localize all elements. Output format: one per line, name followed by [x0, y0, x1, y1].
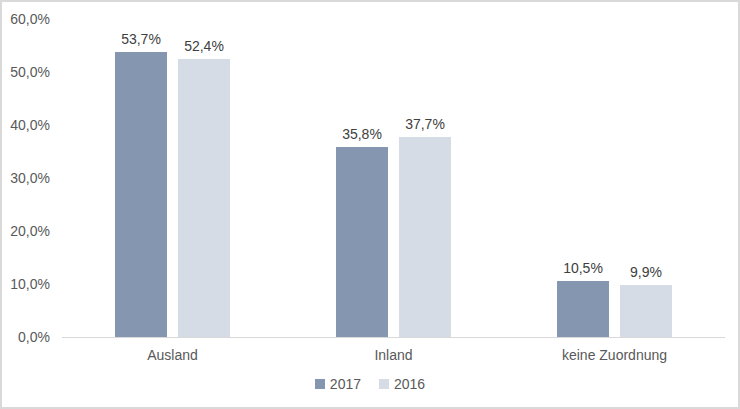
bar-value-label: 9,9%: [611, 264, 681, 281]
legend-swatch-icon: [379, 379, 389, 389]
y-axis-tick-label: 50,0%: [8, 64, 50, 80]
legend-label: 2017: [330, 376, 361, 392]
y-axis-tick-label: 40,0%: [8, 117, 50, 133]
y-axis-tick-label: 60,0%: [8, 11, 50, 27]
x-axis-category-label: Inland: [283, 347, 504, 363]
legend-swatch-icon: [315, 379, 325, 389]
bar-value-label: 37,7%: [390, 116, 460, 133]
bar-2016: [399, 137, 451, 337]
bar-2017: [557, 281, 609, 337]
x-axis-line: [62, 337, 725, 338]
bar-value-label: 10,5%: [548, 260, 618, 277]
bar-chart-frame: 2017 2016 0,0% 10,0% 20,0% 30,0% 40,0% 50,0% 60…: [0, 0, 740, 409]
bar-value-label: 52,4%: [169, 38, 239, 55]
y-axis-tick-label: 0,0%: [8, 329, 50, 345]
chart-legend: 2017 2016: [2, 376, 738, 392]
bar-2016: [178, 59, 230, 337]
bar-value-label: 53,7%: [106, 31, 176, 48]
bar-2016: [620, 285, 672, 337]
legend-item-2016: 2016: [379, 376, 425, 392]
legend-label: 2016: [394, 376, 425, 392]
y-axis-tick-label: 30,0%: [8, 170, 50, 186]
bar-2017: [336, 147, 388, 337]
y-axis-tick-label: 10,0%: [8, 276, 50, 292]
bar-2017: [115, 52, 167, 337]
x-axis-category-label: keine Zuordnung: [504, 347, 725, 363]
x-axis-category-label: Ausland: [62, 347, 283, 363]
bar-value-label: 35,8%: [327, 126, 397, 143]
legend-item-2017: 2017: [315, 376, 361, 392]
y-axis-tick-label: 20,0%: [8, 223, 50, 239]
